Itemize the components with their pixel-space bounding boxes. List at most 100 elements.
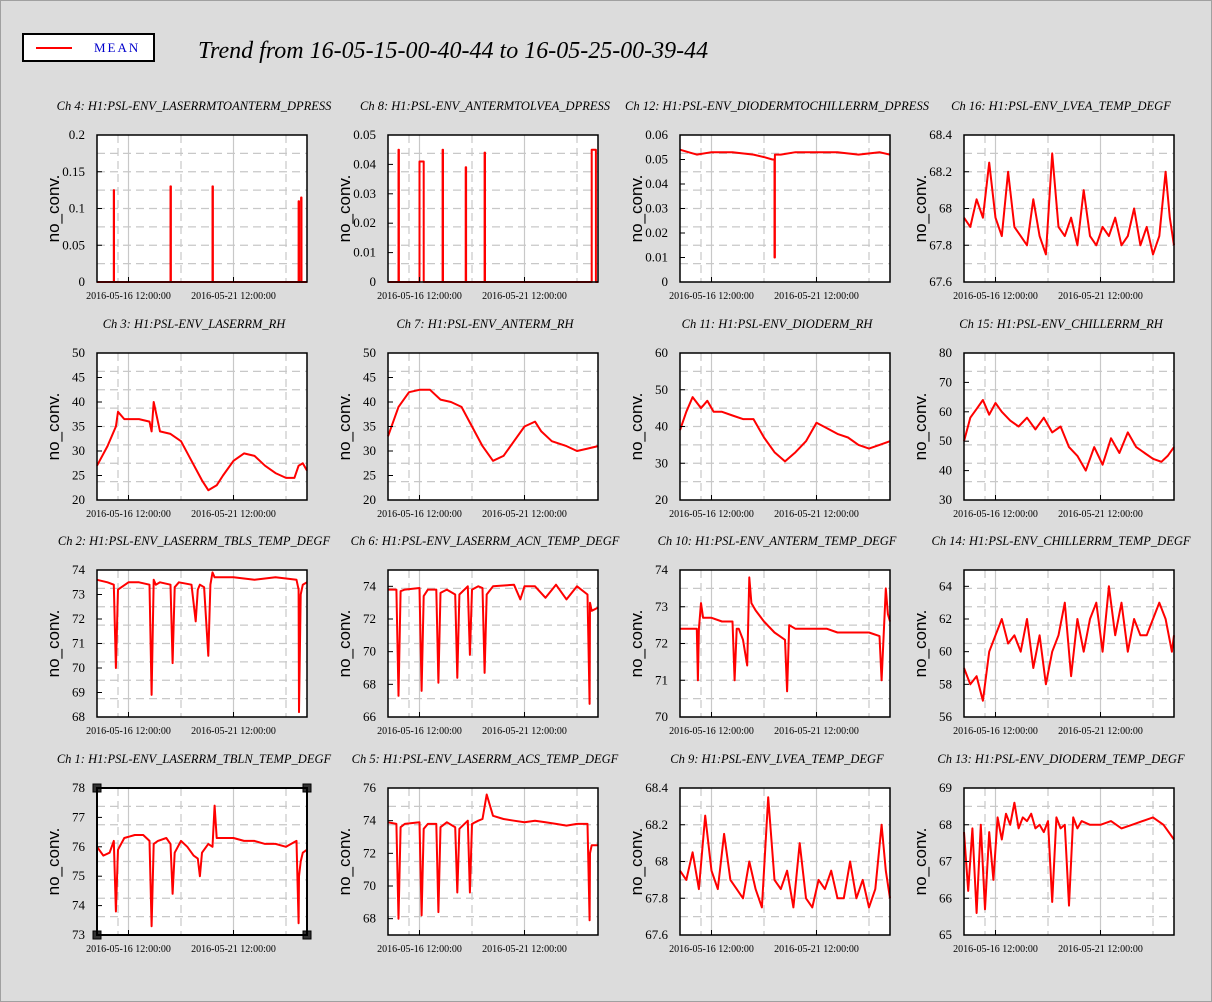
y-tick-label: 68.2	[645, 817, 668, 832]
y-tick-label: 0	[370, 274, 377, 289]
y-tick-label: 0.01	[645, 250, 668, 265]
y-tick-label: 68.4	[929, 127, 952, 142]
y-tick-label: 35	[72, 419, 85, 434]
y-axis-label: no_conv.	[335, 610, 354, 678]
y-axis-label: no_conv.	[627, 175, 646, 243]
chart-title: Ch 4: H1:PSL-ENV_LASERRMTOANTERM_DPRESS	[57, 99, 332, 113]
chart-title: Ch 7: H1:PSL-ENV_ANTERM_RH	[396, 317, 574, 331]
y-tick-label: 30	[363, 443, 376, 458]
y-tick-label: 40	[655, 419, 668, 434]
y-tick-label: 65	[939, 927, 952, 942]
y-tick-label: 20	[655, 492, 668, 507]
y-tick-label: 68	[939, 817, 952, 832]
x-tick-label: 2016-05-16 12:00:00	[953, 944, 1038, 955]
y-tick-label: 76	[72, 839, 86, 854]
x-tick-label: 2016-05-21 12:00:00	[1058, 509, 1143, 520]
y-tick-label: 70	[363, 878, 376, 893]
x-tick-label: 2016-05-21 12:00:00	[1058, 944, 1143, 955]
y-tick-label: 70	[72, 660, 85, 675]
y-tick-label: 60	[655, 345, 668, 360]
y-tick-label: 50	[939, 433, 952, 448]
y-tick-label: 67.6	[929, 274, 952, 289]
x-tick-label: 2016-05-16 12:00:00	[953, 509, 1038, 520]
y-axis-label: no_conv.	[911, 828, 930, 896]
y-axis-label: no_conv.	[911, 610, 930, 678]
x-tick-label: 2016-05-21 12:00:00	[774, 726, 859, 737]
y-tick-label: 67.8	[645, 890, 668, 905]
y-tick-label: 72	[72, 611, 85, 626]
series-line	[96, 571, 308, 714]
y-tick-label: 60	[939, 644, 952, 659]
y-tick-label: 64	[939, 578, 953, 593]
y-tick-label: 0.2	[69, 127, 85, 142]
chart-title: Ch 14: H1:PSL-ENV_CHILLERRM_TEMP_DEGF	[931, 534, 1190, 548]
y-tick-label: 56	[939, 709, 953, 724]
x-tick-label: 2016-05-16 12:00:00	[377, 291, 462, 302]
y-tick-label: 66	[363, 709, 377, 724]
x-tick-label: 2016-05-21 12:00:00	[191, 726, 276, 737]
selected-plot-frame	[96, 787, 308, 936]
y-tick-label: 25	[363, 468, 376, 483]
y-tick-label: 0.03	[353, 186, 376, 201]
y-axis-label: no_conv.	[44, 828, 63, 896]
series-line	[680, 576, 891, 693]
y-axis-label: no_conv.	[627, 610, 646, 678]
y-tick-label: 0.02	[645, 225, 668, 240]
chart-title: Ch 16: H1:PSL-ENV_LVEA_TEMP_DEGF	[951, 99, 1171, 113]
series-line	[96, 804, 308, 928]
y-tick-label: 0.15	[62, 164, 85, 179]
y-tick-label: 68	[655, 854, 668, 869]
y-tick-label: 40	[72, 394, 85, 409]
y-axis-label: no_conv.	[44, 175, 63, 243]
y-tick-label: 0.06	[645, 127, 668, 142]
x-tick-label: 2016-05-21 12:00:00	[774, 509, 859, 520]
y-tick-label: 0.05	[62, 237, 85, 252]
chart-title: Ch 10: H1:PSL-ENV_ANTERM_TEMP_DEGF	[658, 534, 897, 548]
y-tick-label: 25	[72, 468, 85, 483]
x-tick-label: 2016-05-16 12:00:00	[86, 509, 171, 520]
y-tick-label: 67.8	[929, 237, 952, 252]
y-tick-label: 45	[72, 370, 85, 385]
series-line	[388, 583, 599, 705]
plot-frame	[387, 569, 599, 718]
y-tick-label: 0.05	[645, 152, 668, 167]
y-tick-label: 62	[939, 611, 952, 626]
x-tick-label: 2016-05-21 12:00:00	[774, 944, 859, 955]
y-tick-label: 60	[939, 404, 952, 419]
y-tick-label: 68	[939, 201, 952, 216]
x-tick-label: 2016-05-16 12:00:00	[669, 509, 754, 520]
x-tick-label: 2016-05-21 12:00:00	[482, 509, 567, 520]
series-line	[96, 401, 308, 492]
y-tick-label: 69	[939, 780, 952, 795]
y-tick-label: 80	[939, 345, 952, 360]
x-tick-label: 2016-05-16 12:00:00	[86, 944, 171, 955]
y-axis-label: no_conv.	[627, 393, 646, 461]
y-tick-label: 72	[655, 636, 668, 651]
y-axis-label: no_conv.	[44, 610, 63, 678]
y-tick-label: 68	[72, 709, 85, 724]
series-line	[679, 796, 891, 909]
y-tick-label: 68.4	[645, 780, 668, 795]
series-line	[963, 801, 1175, 914]
x-tick-label: 2016-05-21 12:00:00	[482, 291, 567, 302]
y-tick-label: 71	[72, 636, 85, 651]
chart-title: Ch 11: H1:PSL-ENV_DIODERM_RH	[682, 317, 874, 331]
x-tick-label: 2016-05-21 12:00:00	[191, 291, 276, 302]
series-line	[679, 148, 891, 259]
series-line	[679, 396, 891, 463]
x-tick-label: 2016-05-21 12:00:00	[774, 291, 859, 302]
y-tick-label: 0.02	[353, 215, 376, 230]
y-tick-label: 77	[72, 809, 86, 824]
page-title: Trend from 16-05-15-00-40-44 to 16-05-25…	[198, 38, 709, 64]
x-tick-label: 2016-05-21 12:00:00	[1058, 726, 1143, 737]
y-tick-label: 75	[72, 868, 85, 883]
x-tick-label: 2016-05-16 12:00:00	[86, 726, 171, 737]
chart-title: Ch 6: H1:PSL-ENV_LASERRM_ACN_TEMP_DEGF	[351, 534, 620, 548]
y-tick-label: 45	[363, 370, 376, 385]
y-tick-label: 68.2	[929, 164, 952, 179]
y-axis-label: no_conv.	[911, 393, 930, 461]
y-tick-label: 74	[72, 898, 86, 913]
x-tick-label: 2016-05-16 12:00:00	[669, 291, 754, 302]
x-tick-label: 2016-05-16 12:00:00	[86, 291, 171, 302]
